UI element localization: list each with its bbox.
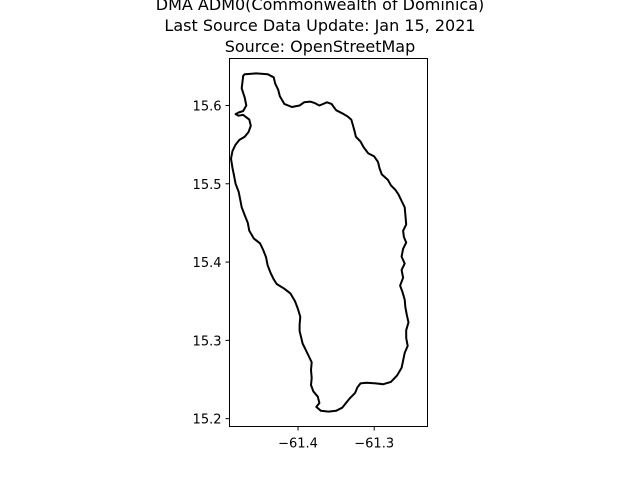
y-tick-label: 15.5: [193, 178, 222, 193]
y-tick-label: 15.2: [193, 413, 222, 428]
x-tick-label: −61.4: [278, 437, 318, 452]
country-outline: [230, 72, 410, 413]
y-tick-label: 15.4: [193, 256, 222, 271]
title-line-1: DMA ADM0(Commonwealth of Dominica): [155, 0, 485, 14]
map-title: DMA ADM0(Commonwealth of Dominica) Last …: [0, 0, 640, 57]
y-tick-label: 15.6: [193, 99, 222, 114]
title-line-2: Last Source Data Update: Jan 15, 2021: [164, 16, 476, 35]
plot-frame: [229, 58, 428, 427]
title-line-3: Source: OpenStreetMap: [224, 37, 416, 56]
x-tick-label: −61.3: [354, 437, 394, 452]
axis-ticks: −61.4 −61.3 15.2 15.3 15.4 15.5 15.6: [193, 99, 395, 451]
y-tick-label: 15.3: [193, 334, 222, 349]
